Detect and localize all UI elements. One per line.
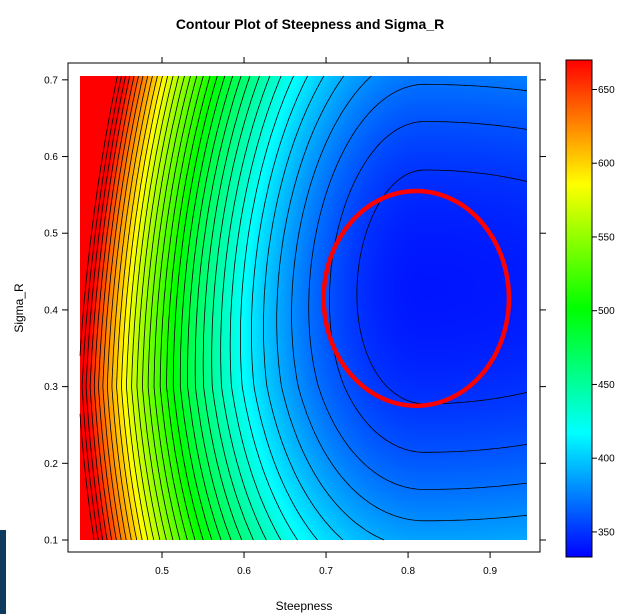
x-axis-label: Steepness	[276, 599, 333, 613]
y-tick-label: 0.6	[44, 152, 58, 163]
colorbar-tick-label: 500	[598, 306, 615, 317]
colorbar-tick-label: 350	[598, 527, 615, 538]
plot-frame	[67, 62, 541, 553]
colorbar-tick-label: 600	[598, 159, 615, 170]
y-tick-label: 0.7	[44, 75, 58, 86]
x-tick-label: 0.6	[237, 566, 251, 577]
y-tick-label: 0.2	[44, 459, 58, 470]
x-tick-label: 0.7	[319, 566, 333, 577]
y-tick-label: 0.1	[44, 536, 58, 547]
x-tick-label: 0.5	[155, 566, 169, 577]
chart-title: Contour Plot of Steepness and Sigma_R	[176, 16, 444, 32]
y-axis-label: Sigma_R	[12, 283, 26, 333]
colorbar-gradient	[565, 59, 593, 558]
y-tick-label: 0.4	[44, 305, 58, 316]
x-axis: 0.5 0.6 0.7 0.8 0.9	[155, 57, 497, 577]
y-tick-label: 0.5	[44, 229, 58, 240]
colorbar: 350 400 450 500 550 600 650	[565, 59, 615, 558]
y-axis: 0.1 0.2 0.3 0.4 0.5 0.6 0.7	[44, 75, 546, 547]
x-tick-label: 0.9	[483, 566, 497, 577]
heatmap-fill	[80, 76, 527, 540]
colorbar-tick-label: 400	[598, 454, 615, 465]
contour-lines	[79, 75, 528, 541]
y-tick-label: 0.3	[44, 382, 58, 393]
colorbar-tick-label: 550	[598, 232, 615, 243]
colorbar-ticks: 350 400 450 500 550 600 650	[592, 85, 615, 538]
colorbar-tick-label: 450	[598, 380, 615, 391]
highlight-ellipse	[321, 188, 512, 409]
side-bar	[0, 530, 6, 614]
colorbar-tick-label: 650	[598, 85, 615, 96]
x-tick-label: 0.8	[401, 566, 415, 577]
plot-area	[79, 75, 528, 541]
